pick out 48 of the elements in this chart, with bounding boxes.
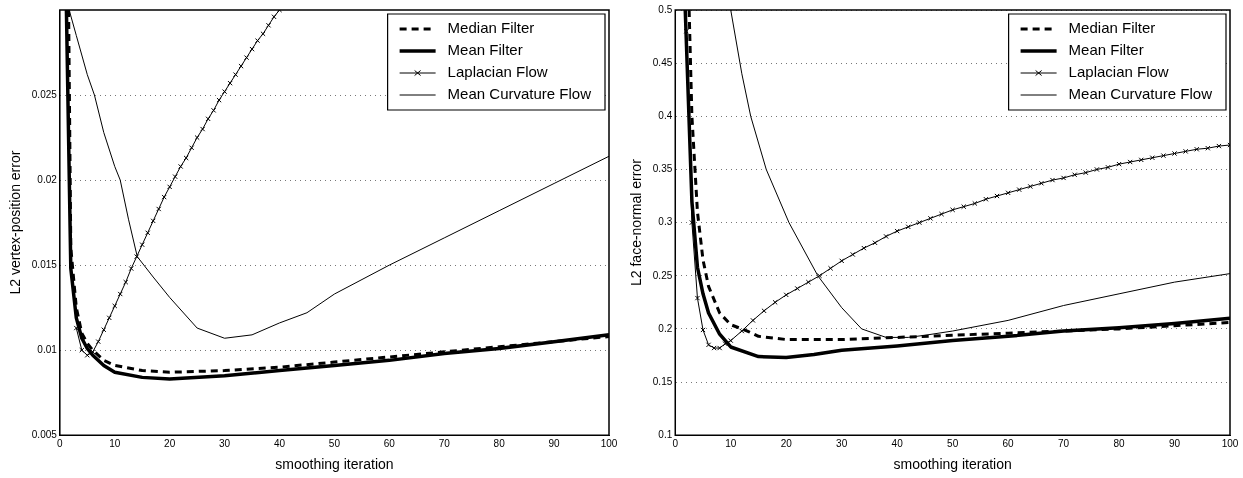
y-tick-label: 0.45 — [652, 56, 673, 68]
legend-label: Mean Filter — [1068, 41, 1144, 59]
y-tick-label: 0.01 — [37, 343, 58, 355]
x-tick-label: 50 — [328, 437, 341, 449]
y-tick-label: 0.2 — [658, 322, 673, 334]
y-axis-title: L2 face-normal error — [628, 158, 645, 287]
x-tick-label: 0 — [57, 437, 64, 449]
legend-label: Median Filter — [447, 19, 535, 37]
y-tick-label: 0.4 — [658, 110, 673, 122]
y-tick-label: 0.005 — [31, 428, 58, 440]
x-tick-label: 70 — [1058, 437, 1070, 449]
x-tick-label: 70 — [438, 437, 451, 449]
y-tick-label: 0.1 — [658, 428, 673, 440]
y-tick-label: 0.35 — [652, 163, 673, 175]
y-tick-label: 0.25 — [652, 269, 673, 281]
legend-label: Mean Filter — [447, 41, 523, 59]
x-tick-label: 60 — [1002, 437, 1015, 449]
x-tick-label: 40 — [273, 437, 286, 449]
legend-label: Mean Curvature Flow — [1068, 85, 1213, 103]
x-tick-label: 30 — [219, 437, 231, 449]
legend-label: Median Filter — [1068, 19, 1156, 37]
x-tick-label: 20 — [164, 437, 176, 449]
legend-label: Laplacian Flow — [447, 63, 548, 81]
x-tick-label: 30 — [836, 437, 848, 449]
x-tick-label: 10 — [109, 437, 121, 449]
y-tick-label: 0.02 — [37, 173, 58, 185]
x-tick-label: 100 — [1221, 437, 1239, 449]
x-tick-label: 90 — [1168, 437, 1181, 449]
x-tick-label: 40 — [891, 437, 904, 449]
x-tick-label: 50 — [947, 437, 959, 449]
x-tick-label: 80 — [1113, 437, 1126, 449]
x-tick-label: 10 — [725, 437, 737, 449]
y-axis-title: L2 vertex-position error — [7, 150, 24, 295]
y-tick-label: 0.025 — [31, 88, 58, 100]
x-tick-label: 90 — [548, 437, 561, 449]
y-tick-label: 0.015 — [31, 258, 58, 270]
legend-label: Mean Curvature Flow — [447, 85, 592, 103]
x-tick-label: 20 — [780, 437, 793, 449]
x-tick-label: 100 — [600, 437, 618, 449]
y-tick-label: 0.3 — [658, 216, 673, 228]
y-tick-label: 0.15 — [652, 375, 673, 387]
x-axis-title: smoothing iteration — [893, 456, 1012, 473]
x-axis-title: smoothing iteration — [275, 456, 394, 473]
x-tick-label: 60 — [383, 437, 396, 449]
x-tick-label: 0 — [672, 437, 679, 449]
y-tick-label: 0.5 — [658, 3, 673, 15]
legend-label: Laplacian Flow — [1068, 63, 1169, 81]
x-tick-label: 80 — [493, 437, 506, 449]
